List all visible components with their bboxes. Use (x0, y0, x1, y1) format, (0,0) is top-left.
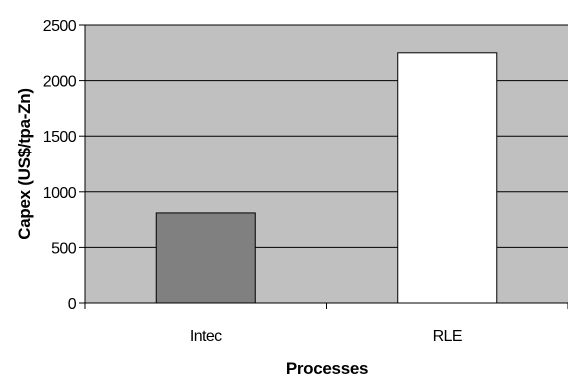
y-tick-label-2500: 2500 (43, 18, 77, 35)
x-tick-label-rle: RLE (433, 328, 462, 345)
y-tick-label-0: 0 (68, 296, 77, 313)
x-tick-labels: Intec RLE (190, 328, 463, 345)
bar-rle (397, 52, 498, 304)
x-tick-label-intec: Intec (190, 328, 222, 345)
y-tick-label-500: 500 (51, 240, 77, 257)
bars (155, 52, 498, 304)
axes (79, 24, 568, 309)
y-tick-labels: 0 500 1000 1500 2000 2500 (43, 18, 77, 313)
y-tick-label-1500: 1500 (43, 129, 77, 146)
plot-area (79, 24, 568, 309)
y-tick-label-2000: 2000 (43, 74, 77, 91)
x-axis-title: Processes (286, 359, 368, 378)
bar-intec (155, 212, 256, 304)
y-tick-label-1000: 1000 (43, 185, 77, 202)
y-axis-title: Capex (US$/tpa-Zn) (15, 88, 34, 239)
